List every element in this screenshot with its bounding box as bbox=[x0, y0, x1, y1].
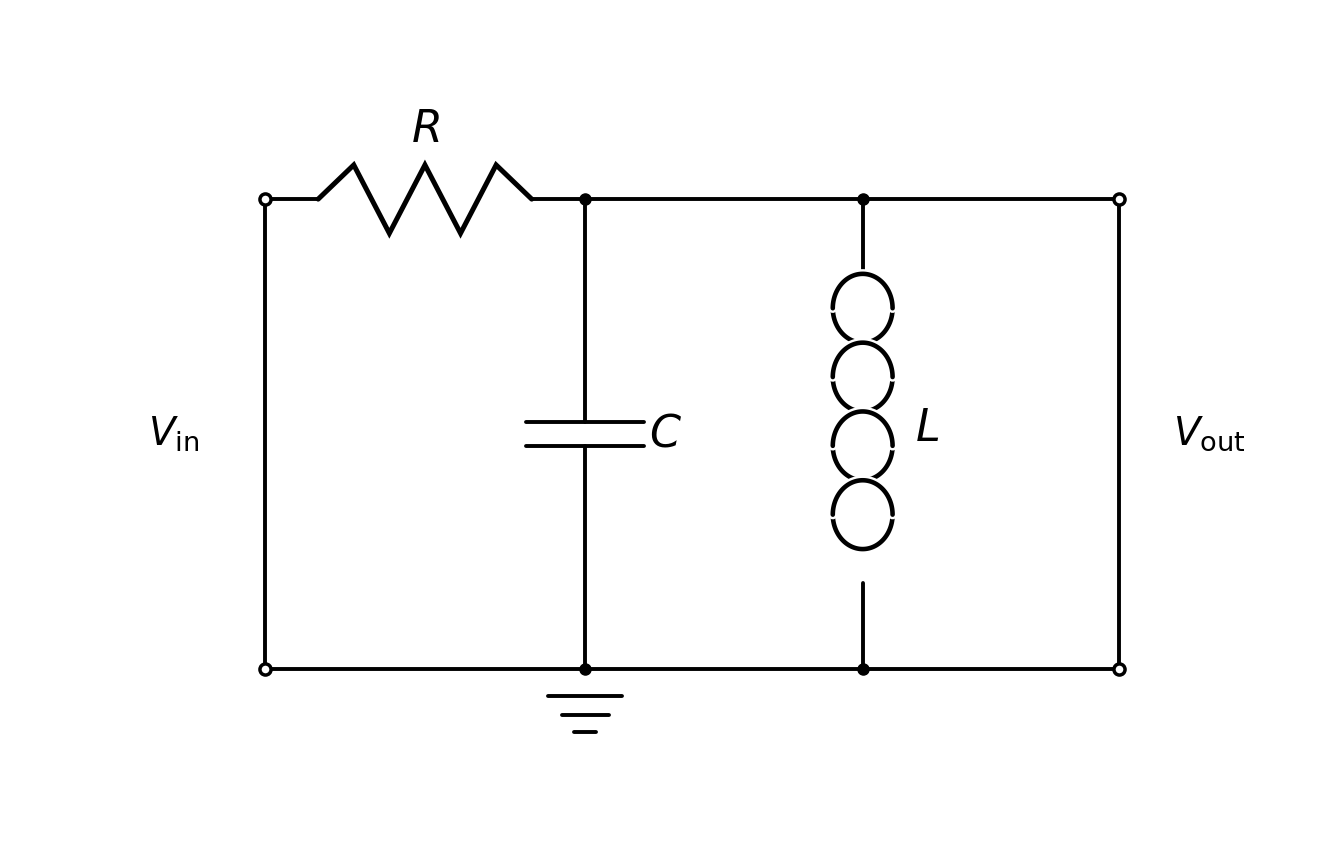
Text: $V_{\mathrm{out}}$: $V_{\mathrm{out}}$ bbox=[1173, 415, 1246, 453]
Text: $C$: $C$ bbox=[649, 412, 681, 456]
Text: $L$: $L$ bbox=[915, 407, 939, 450]
Text: $V_{\mathrm{in}}$: $V_{\mathrm{in}}$ bbox=[149, 414, 200, 454]
Text: $R$: $R$ bbox=[410, 108, 440, 151]
